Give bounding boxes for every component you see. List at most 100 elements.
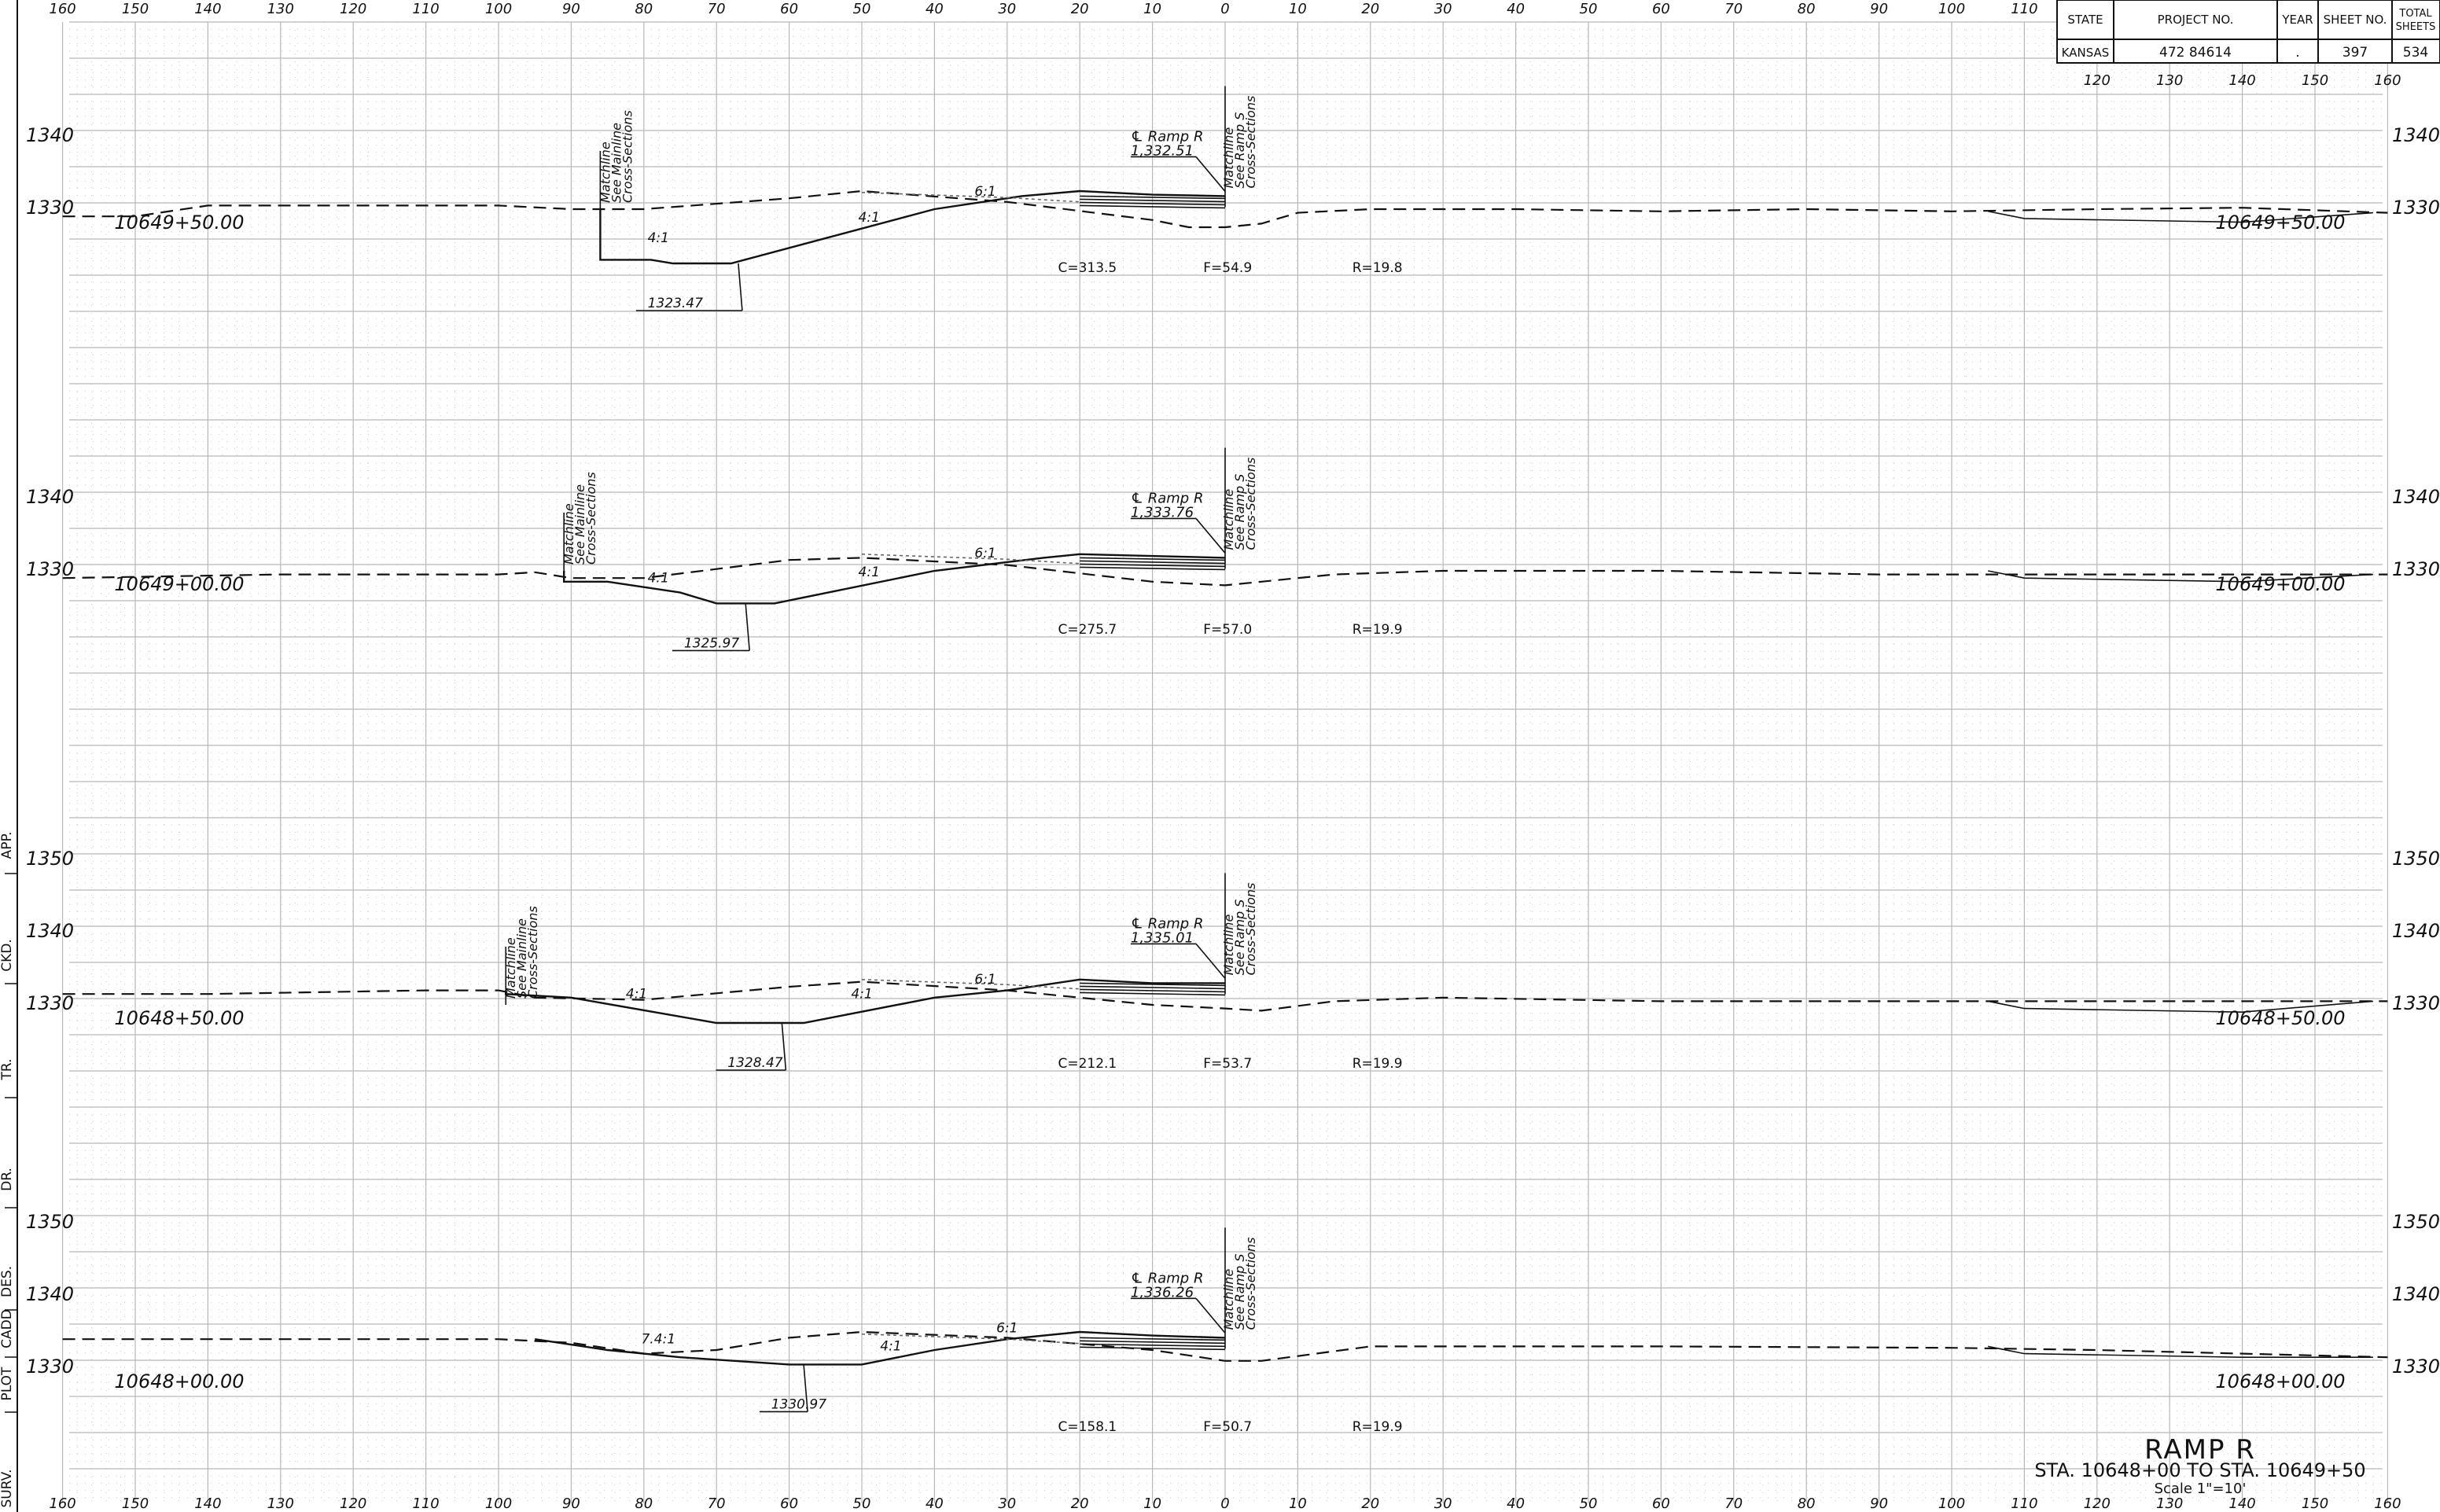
ditch-elevation: 1328.47 <box>727 1055 782 1071</box>
bottom-offset-label: 120 <box>2084 1495 2111 1512</box>
ramp-label-leader <box>1195 943 1226 979</box>
matchline-ramp-label: Matchline <box>1221 914 1236 976</box>
existing-ground-line <box>62 1330 2388 1362</box>
matchline-ramp-label: See Ramp S <box>1232 1254 1247 1330</box>
slope-ratio-label: 4:1 <box>859 210 880 226</box>
top-offset-label: 130 <box>2156 72 2183 89</box>
revision-strip-label: APP. <box>0 832 15 859</box>
tb-header-total-2: SHEETS <box>2396 21 2436 33</box>
pavement-layer <box>1080 560 1226 565</box>
slope-ratio-label: 6:1 <box>974 972 996 988</box>
pavement-layer <box>1080 985 1226 990</box>
elevation-label-left: 1330 <box>26 992 74 1014</box>
bottom-offset-label: 140 <box>194 1495 221 1512</box>
pavement-layer <box>1080 195 1226 200</box>
pavement-layer <box>1080 991 1226 996</box>
top-offset-scale: 160 150 140 130 120 110 100 90 80 70 60 50 40 30 20 10 0… <box>49 1 2401 89</box>
bottom-offset-label: 160 <box>2374 1495 2401 1512</box>
matchline-ramp-label: See Ramp S <box>1232 899 1247 976</box>
ramp-elevation: 1,332.51 <box>1131 142 1194 159</box>
elevation-label-left: 1330 <box>26 197 74 219</box>
tb-value-project: 472 84614 <box>2159 45 2232 61</box>
matchline-main-label: Matchline <box>561 503 576 565</box>
matchline-main-label: Cross-Sections <box>525 906 540 999</box>
slope-ratio-label: 4:1 <box>859 565 880 580</box>
top-offset-label: 100 <box>485 1 512 17</box>
bottom-offset-label: 100 <box>1938 1495 1965 1512</box>
pavement-layer <box>1080 1337 1226 1341</box>
ramp-label: ℄ Ramp R <box>1131 1270 1204 1286</box>
pavement-layer <box>1080 1343 1226 1348</box>
elevation-label-right: 1330 <box>2392 558 2440 580</box>
r-value: R=19.8 <box>1352 260 1403 276</box>
bottom-offset-label: 80 <box>635 1495 653 1512</box>
ditch-leader <box>803 1364 808 1412</box>
elevation-label-right: 1330 <box>2392 197 2440 219</box>
ramp-elevation: 1,336.26 <box>1131 1284 1194 1300</box>
bottom-offset-label: 40 <box>1507 1495 1525 1512</box>
elevation-label-left: 1350 <box>26 1211 74 1233</box>
bottom-offset-label: 120 <box>340 1495 366 1512</box>
top-offset-label: 30 <box>1434 1 1452 17</box>
proposed-section-line <box>563 553 1226 605</box>
bottom-offset-label: 100 <box>485 1495 512 1512</box>
top-offset-label: 130 <box>267 1 294 17</box>
bottom-offset-label: 30 <box>1434 1495 1452 1512</box>
elevation-label-left: 1340 <box>26 124 74 146</box>
top-offset-label: 110 <box>2011 1 2037 17</box>
matchline-main-label: See Mainline <box>572 484 587 565</box>
tb-value-state: KANSAS <box>2062 46 2110 60</box>
cross-section: 1350 1350 1340 1340 1330 1330 10648+50.00 10648… <box>26 848 2440 1072</box>
r-value: R=19.9 <box>1352 1419 1403 1435</box>
bottom-offset-label: 140 <box>2228 1495 2255 1512</box>
bottom-offset-label: 80 <box>1798 1495 1816 1512</box>
slope-ratio-label: 4:1 <box>648 570 669 586</box>
cut-quantity: C=158.1 <box>1058 1419 1117 1435</box>
matchline-main-label: Cross-Sections <box>583 472 598 565</box>
elevation-label-left: 1340 <box>26 920 74 942</box>
existing-ground-line <box>62 189 2388 229</box>
top-offset-label: 70 <box>1724 1 1743 17</box>
ramp-label-leader <box>1195 156 1226 192</box>
pavement-layer <box>1080 563 1226 568</box>
right-slope-line <box>1988 1000 2373 1014</box>
station-label-right: 10648+50.00 <box>2215 1007 2345 1029</box>
top-offset-label: 120 <box>2084 72 2111 89</box>
plot-grid <box>61 21 2388 1503</box>
proposed-section-line <box>535 1330 1226 1366</box>
bottom-offset-label: 150 <box>2302 1495 2328 1512</box>
tb-value-year: . <box>2295 45 2299 61</box>
bottom-offset-label: 20 <box>1071 1495 1089 1512</box>
tb-header-sheet: SHEET NO. <box>2324 13 2387 27</box>
top-offset-label: 120 <box>340 1 366 17</box>
bottom-offset-label: 110 <box>412 1495 439 1512</box>
pavement-layer <box>1080 1340 1226 1345</box>
subgrade-line <box>861 1333 1080 1345</box>
bottom-offset-label: 0 <box>1220 1495 1229 1512</box>
matchline-ramp-label: Matchline <box>1221 489 1236 550</box>
fill-quantity: F=53.7 <box>1203 1056 1252 1072</box>
existing-ground-line <box>62 557 2388 587</box>
top-offset-label: 70 <box>708 1 726 17</box>
top-offset-label: 10 <box>1289 1 1307 17</box>
pavement-layer <box>1080 982 1226 987</box>
ramp-elevation: 1,335.01 <box>1131 929 1194 946</box>
top-offset-label: 140 <box>194 1 221 17</box>
revision-strip-label: PLOT <box>0 1367 15 1400</box>
elevation-label-right: 1330 <box>2392 1356 2440 1378</box>
ramp-label-leader <box>1195 517 1226 554</box>
ditch-elevation: 1330.97 <box>771 1396 826 1412</box>
slope-ratio-label: 4:1 <box>880 1339 901 1355</box>
matchline-main-label: Cross-Sections <box>620 110 635 203</box>
matchline-ramp-label: Matchline <box>1221 127 1236 189</box>
bottom-offset-label: 150 <box>122 1495 149 1512</box>
bottom-offset-label: 60 <box>1652 1495 1670 1512</box>
elevation-label-right: 1340 <box>2392 124 2440 146</box>
revision-strip-label: TR. <box>0 1059 15 1081</box>
ramp-label: ℄ Ramp R <box>1131 915 1204 932</box>
elevation-label-right: 1340 <box>2392 920 2440 942</box>
bottom-offset-label: 50 <box>853 1495 871 1512</box>
bottom-offset-label: 90 <box>1870 1495 1888 1512</box>
